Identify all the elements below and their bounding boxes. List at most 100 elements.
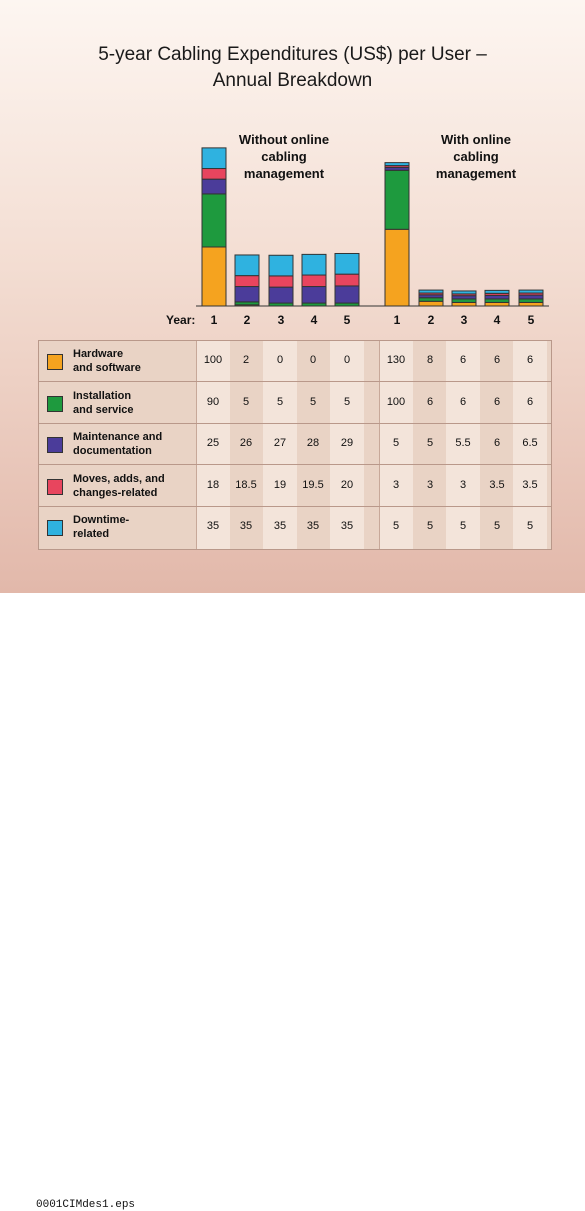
- data-table: Hardware and software 100 2 0 0 0 130 8 6 6 6 Instal…: [38, 340, 552, 550]
- table-column-band: [446, 341, 480, 549]
- table-cell: 19.5: [302, 478, 324, 491]
- table-cell: 5: [426, 437, 434, 450]
- stacked-bar-plot: [196, 147, 549, 307]
- bar-segment: [451, 298, 477, 303]
- group-label-without-line: Without online: [238, 132, 330, 147]
- table-divider: [379, 341, 380, 549]
- table-row: Downtime-related 35 35 35 35 35 5 5 5 5 5: [39, 507, 551, 548]
- legend-swatch: [47, 395, 63, 412]
- series-label: Installation and service: [73, 389, 233, 417]
- table-cell: 35: [273, 520, 287, 533]
- table-cell: 5: [426, 520, 434, 533]
- bar-segment: [268, 254, 294, 277]
- table-cell: 3: [426, 478, 434, 491]
- group-label-with: With online cabling management: [414, 131, 538, 182]
- table-row: Maintenance and documentation 25 26 27 28 29 5 5…: [39, 424, 551, 466]
- chart-title-line1: 5-year Cabling Expenditures (US$) per Us…: [98, 44, 487, 65]
- table-row: Installation and service 90 5 5 5 5 100 6 6 6 6: [39, 383, 551, 424]
- legend-swatch: [47, 354, 63, 370]
- bar-segment: [234, 254, 260, 277]
- series-label-line: changes-related: [73, 486, 158, 499]
- bar-segment: [234, 286, 260, 303]
- table-cell: 27: [273, 437, 287, 450]
- group-label-with-line: With online: [441, 132, 511, 147]
- table-cell: 6: [493, 354, 501, 366]
- series-label-line: Installation: [73, 389, 132, 402]
- table-cell: 18.5: [235, 478, 257, 491]
- chart-canvas: 5-year Cabling Expenditures (US$) per Us…: [0, 0, 585, 593]
- year-tick-label: 5: [527, 313, 535, 327]
- table-cell: 28: [306, 437, 320, 450]
- bar-segment: [334, 273, 360, 287]
- year-tick-label: 3: [277, 313, 285, 327]
- bar-segment: [451, 290, 477, 295]
- table-cell: 35: [340, 520, 354, 533]
- table-cell: 5: [526, 520, 534, 533]
- series-label: Downtime-related: [73, 513, 233, 541]
- table-column-band: [513, 341, 547, 549]
- table-cell: 6: [526, 354, 534, 366]
- table-column-band: [330, 341, 364, 549]
- group-label-with-line: cabling: [453, 149, 499, 164]
- table-cell: 35: [206, 520, 220, 533]
- bar-segment: [201, 193, 227, 248]
- table-column-band: [379, 341, 413, 549]
- table-row: Hardware and software 100 2 0 0 0 130 8 6 6 6: [39, 341, 551, 382]
- group-label-with-line: management: [435, 166, 517, 181]
- table-cell: 0: [343, 354, 351, 366]
- series-label-line: related: [73, 528, 110, 541]
- series-label-line: and service: [73, 403, 134, 416]
- table-cell: 5: [392, 520, 400, 533]
- table-cell: 5: [392, 437, 400, 450]
- table-cell: 26: [239, 437, 253, 450]
- bar-segment: [301, 286, 327, 304]
- year-tick-label: 4: [310, 313, 318, 327]
- table-column-band: [263, 341, 297, 549]
- bar-segment: [484, 289, 510, 294]
- bar-segment: [268, 286, 294, 304]
- table-column-band: [196, 341, 230, 549]
- table-cell: 130: [386, 354, 406, 366]
- bar-segment: [201, 147, 227, 170]
- table-cell: 19: [273, 478, 287, 491]
- bar-segment: [484, 298, 510, 303]
- table-cell: 6: [459, 354, 467, 366]
- table-cell: 90: [206, 395, 220, 408]
- table-cell: 100: [203, 354, 223, 366]
- legend-swatch: [47, 478, 63, 495]
- table-cell: 5: [493, 520, 501, 533]
- bar-segment: [518, 301, 544, 307]
- bar-segment: [518, 289, 544, 294]
- table-cell: 5: [242, 395, 250, 408]
- bar-segment: [518, 298, 544, 303]
- table-cell: 6: [493, 395, 501, 408]
- year-tick-label: 1: [393, 313, 401, 327]
- bar-segment: [201, 168, 227, 180]
- series-label: Moves, adds, and changes-related: [73, 472, 233, 500]
- series-label-line: documentation: [73, 445, 152, 458]
- table-cell: 3: [392, 478, 400, 491]
- bar-segment: [234, 275, 260, 288]
- year-tick-label: 2: [427, 313, 435, 327]
- bar-segment: [384, 162, 410, 167]
- table-cell: 0: [276, 354, 284, 366]
- table-cell: 6: [426, 395, 434, 408]
- footer-filename: 0001CIMdes1.eps: [36, 1199, 136, 1211]
- chart-title-line2: Annual Breakdown: [212, 70, 373, 91]
- table-cell: 5: [309, 395, 317, 408]
- bar-segment: [484, 294, 510, 300]
- table-cell: 35: [306, 520, 320, 533]
- bar-segment: [201, 178, 227, 195]
- bar-segment: [418, 289, 444, 294]
- group-label-without: Without online cabling management: [222, 131, 346, 182]
- table-cell: 35: [239, 520, 253, 533]
- table-cell: 100: [386, 395, 406, 408]
- bar-segment: [418, 300, 444, 307]
- year-tick-label: 3: [460, 313, 468, 327]
- bar-segment: [201, 246, 227, 307]
- bar-segment: [268, 275, 294, 288]
- year-tick-label: 4: [493, 313, 501, 327]
- series-label: Maintenance and documentation: [73, 430, 233, 458]
- table-cell: 25: [206, 437, 220, 450]
- table-cell: 6: [493, 437, 501, 450]
